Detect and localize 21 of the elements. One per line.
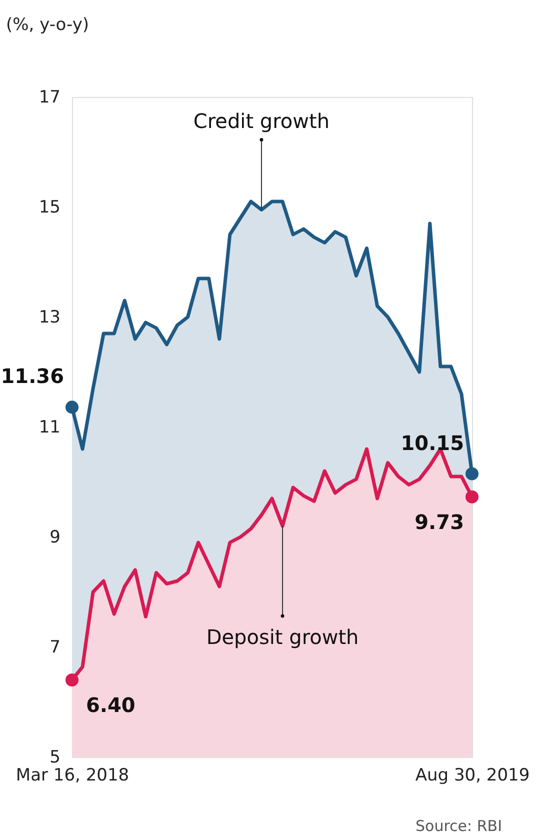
data-label: 11.36 [0, 364, 64, 388]
source-note: Source: RBI [416, 817, 502, 835]
x-tick-label: Aug 30, 2019 [415, 766, 530, 786]
point [465, 467, 479, 480]
y-tick-label: 5 [50, 748, 60, 768]
y-tick-label: 13 [38, 308, 60, 328]
point [65, 400, 79, 414]
point [65, 673, 79, 687]
y-tick-label: 7 [50, 638, 60, 658]
data-label: 10.15 [400, 430, 464, 455]
annotation: Credit growth [193, 108, 330, 133]
y-axis-title: (%, y-o-y) [6, 15, 90, 35]
y-tick-label: 15 [38, 198, 60, 218]
x-tick-label: Mar 16, 2018 [16, 766, 130, 786]
y-tick-label: 9 [50, 528, 60, 548]
y-tick-label: 17 [38, 88, 60, 108]
y-tick-label: 11 [38, 418, 60, 438]
point [465, 490, 479, 504]
data-label: 9.73 [414, 510, 464, 534]
annotation: Deposit growth [206, 625, 359, 649]
data-label: 6.40 [86, 693, 136, 717]
